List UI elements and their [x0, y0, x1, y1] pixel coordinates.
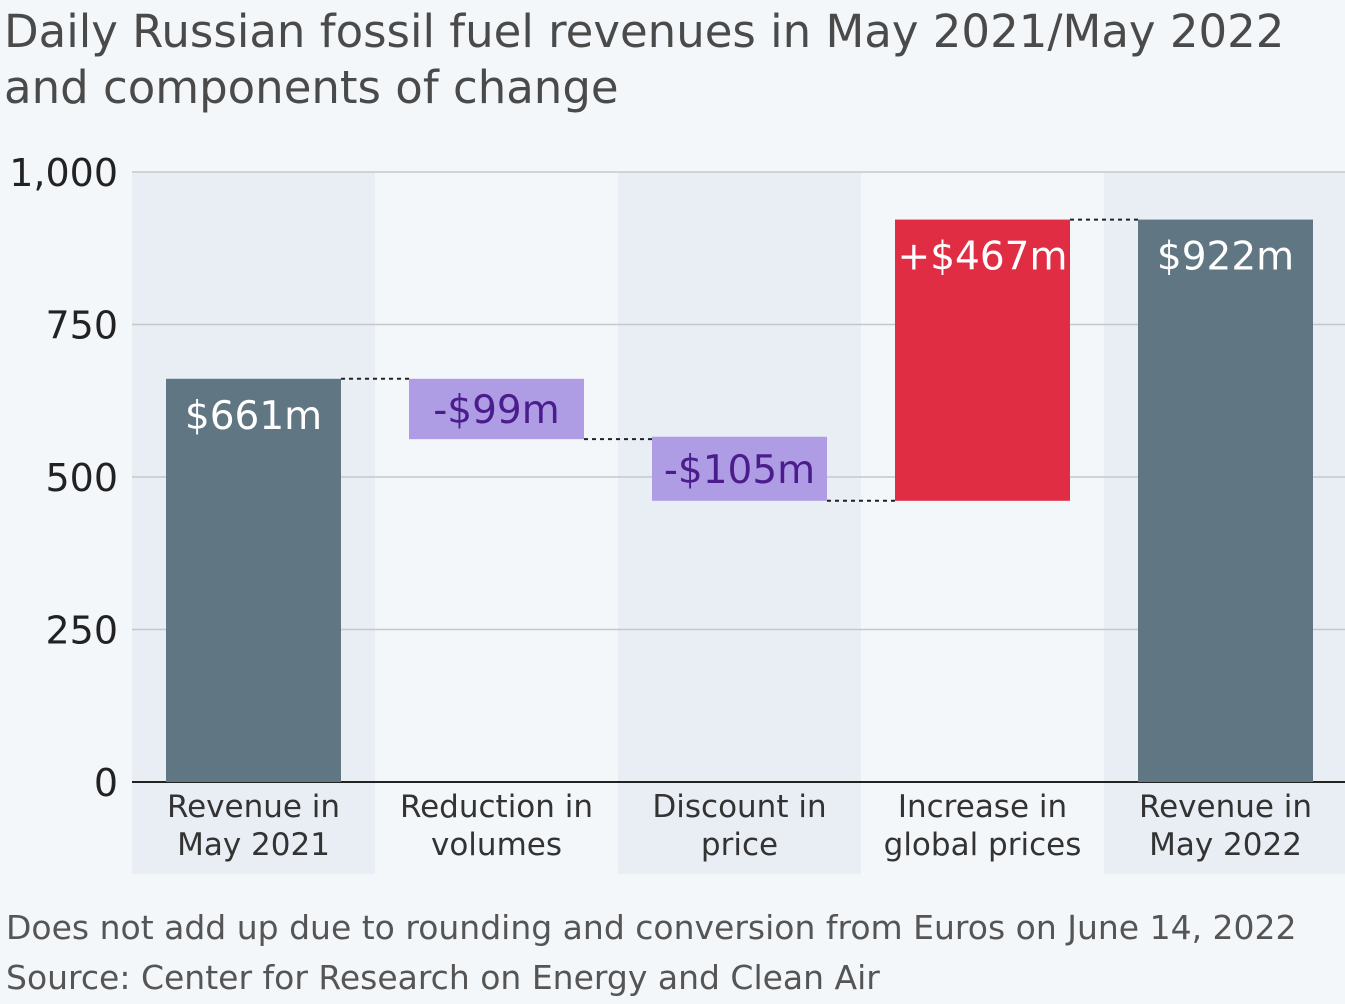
y-tick-label: 750: [45, 304, 118, 348]
data-label: $661m: [185, 394, 322, 439]
y-tick-label: 500: [45, 456, 118, 500]
y-tick-label: 250: [45, 609, 118, 653]
x-category-label: Revenue in: [167, 789, 340, 825]
chart-title: Daily Russian fossil fuel revenues in Ma…: [4, 5, 1285, 114]
x-category-label: price: [701, 827, 778, 863]
x-category-label: May 2022: [1149, 827, 1302, 863]
source-note: Source: Center for Research on Energy an…: [6, 958, 880, 997]
x-category-label: Revenue in: [1139, 789, 1312, 825]
footnote-rounding: Does not add up due to rounding and conv…: [6, 908, 1297, 947]
y-tick-label: 0: [94, 761, 118, 805]
x-category-label: Increase in: [898, 789, 1067, 825]
x-category-label: Reduction in: [400, 789, 593, 825]
category-band: [618, 172, 861, 874]
data-label: -$105m: [664, 448, 815, 493]
bar-total: [1138, 219, 1313, 782]
bar-decrease: [409, 378, 584, 440]
x-category-label: global prices: [884, 827, 1082, 863]
y-tick-label: 1,000: [9, 151, 118, 195]
x-category-label: volumes: [431, 827, 562, 863]
bar-increase: [895, 219, 1070, 501]
data-label: -$99m: [433, 388, 560, 433]
bar-decrease: [652, 436, 827, 501]
x-category-label: Discount in: [652, 789, 826, 825]
x-category-label: May 2021: [177, 827, 330, 863]
data-label: +$467m: [898, 235, 1068, 280]
data-label: $922m: [1157, 235, 1294, 280]
bar-total: [166, 378, 341, 782]
